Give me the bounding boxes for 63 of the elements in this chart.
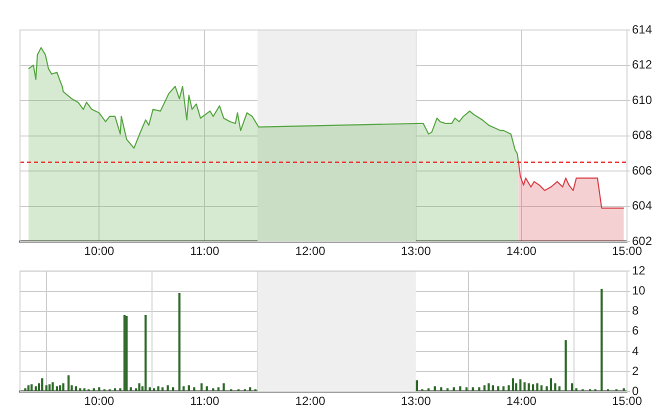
bar (575, 388, 578, 392)
bar (416, 380, 418, 392)
x-tick-label: 10:00 (84, 244, 115, 258)
y-tick-label: 8 (632, 304, 639, 318)
y-tick-label: 610 (632, 92, 652, 107)
bar (119, 388, 122, 392)
bar (41, 378, 44, 392)
y-tick-label: 6 (632, 324, 639, 338)
x-tick-label: 14:00 (506, 394, 537, 408)
bar (48, 384, 51, 392)
bar (478, 387, 480, 392)
bar (67, 375, 70, 392)
bar (600, 288, 603, 392)
bar (512, 378, 514, 392)
y-tick-label: 604 (632, 198, 652, 213)
bar (24, 388, 26, 392)
bar (497, 386, 500, 392)
bar (126, 316, 128, 392)
bar (62, 383, 64, 392)
bar (123, 315, 126, 392)
bar (554, 383, 556, 392)
x-tick-label: 11:00 (190, 244, 220, 258)
y-tick-label: 10 (632, 284, 646, 298)
bar (536, 383, 538, 392)
x-tick-label: 12:00 (295, 244, 326, 258)
y-tick-label: 608 (632, 128, 652, 142)
bar (98, 387, 100, 392)
bar (519, 379, 522, 392)
bar (524, 382, 526, 392)
bar (166, 385, 169, 392)
y-tick-label: 2 (632, 364, 639, 378)
bar (532, 384, 534, 392)
x-tick-label: 14:00 (506, 244, 537, 258)
bar (79, 388, 82, 392)
y-tick-label: 4 (632, 344, 639, 358)
bar (193, 387, 196, 392)
bar (508, 385, 510, 392)
bar (144, 315, 147, 392)
bar (564, 340, 567, 392)
bar (440, 387, 442, 392)
bar (528, 383, 530, 392)
bar (212, 388, 214, 392)
x-tick-label: 13:00 (400, 394, 432, 408)
bar (52, 382, 54, 392)
bar (157, 386, 160, 392)
bar (459, 386, 462, 392)
x-tick-label: 13:00 (400, 244, 432, 258)
y-tick-label: 614 (632, 22, 652, 36)
bar (571, 383, 574, 392)
bar (222, 383, 225, 392)
y-tick-label: 606 (632, 163, 652, 178)
y-tick-label: 612 (632, 58, 652, 72)
bar (546, 386, 548, 392)
bar (30, 384, 33, 392)
bar (178, 292, 180, 392)
y-tick-label: 12 (632, 264, 646, 278)
x-tick-label: 11:00 (190, 394, 220, 408)
bar (488, 383, 490, 392)
x-tick-label: 10:00 (84, 394, 115, 408)
x-tick-label: 12:00 (295, 394, 326, 408)
bar (200, 383, 203, 392)
bar (138, 383, 140, 392)
bar (550, 378, 552, 392)
